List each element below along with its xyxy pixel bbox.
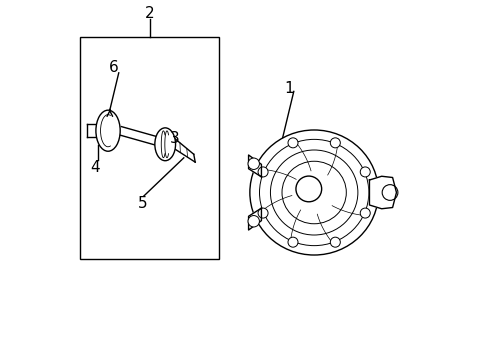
Circle shape: [329, 138, 340, 148]
Circle shape: [258, 167, 267, 177]
Ellipse shape: [96, 110, 120, 151]
Circle shape: [287, 237, 297, 247]
Circle shape: [247, 158, 259, 170]
Polygon shape: [369, 176, 396, 209]
Circle shape: [258, 208, 267, 218]
Bar: [80, 37, 219, 258]
Circle shape: [360, 208, 369, 218]
Text: 3: 3: [170, 131, 180, 147]
Text: 1: 1: [284, 81, 293, 96]
Circle shape: [295, 176, 321, 202]
Polygon shape: [248, 155, 261, 177]
Circle shape: [360, 167, 369, 177]
Text: 6: 6: [109, 60, 119, 75]
Circle shape: [329, 237, 340, 247]
Circle shape: [247, 216, 259, 227]
Circle shape: [287, 138, 297, 148]
Ellipse shape: [155, 128, 175, 161]
Text: 4: 4: [90, 160, 100, 175]
Text: 2: 2: [145, 6, 154, 21]
Polygon shape: [248, 208, 261, 230]
Text: 5: 5: [138, 196, 147, 211]
Ellipse shape: [249, 130, 378, 255]
